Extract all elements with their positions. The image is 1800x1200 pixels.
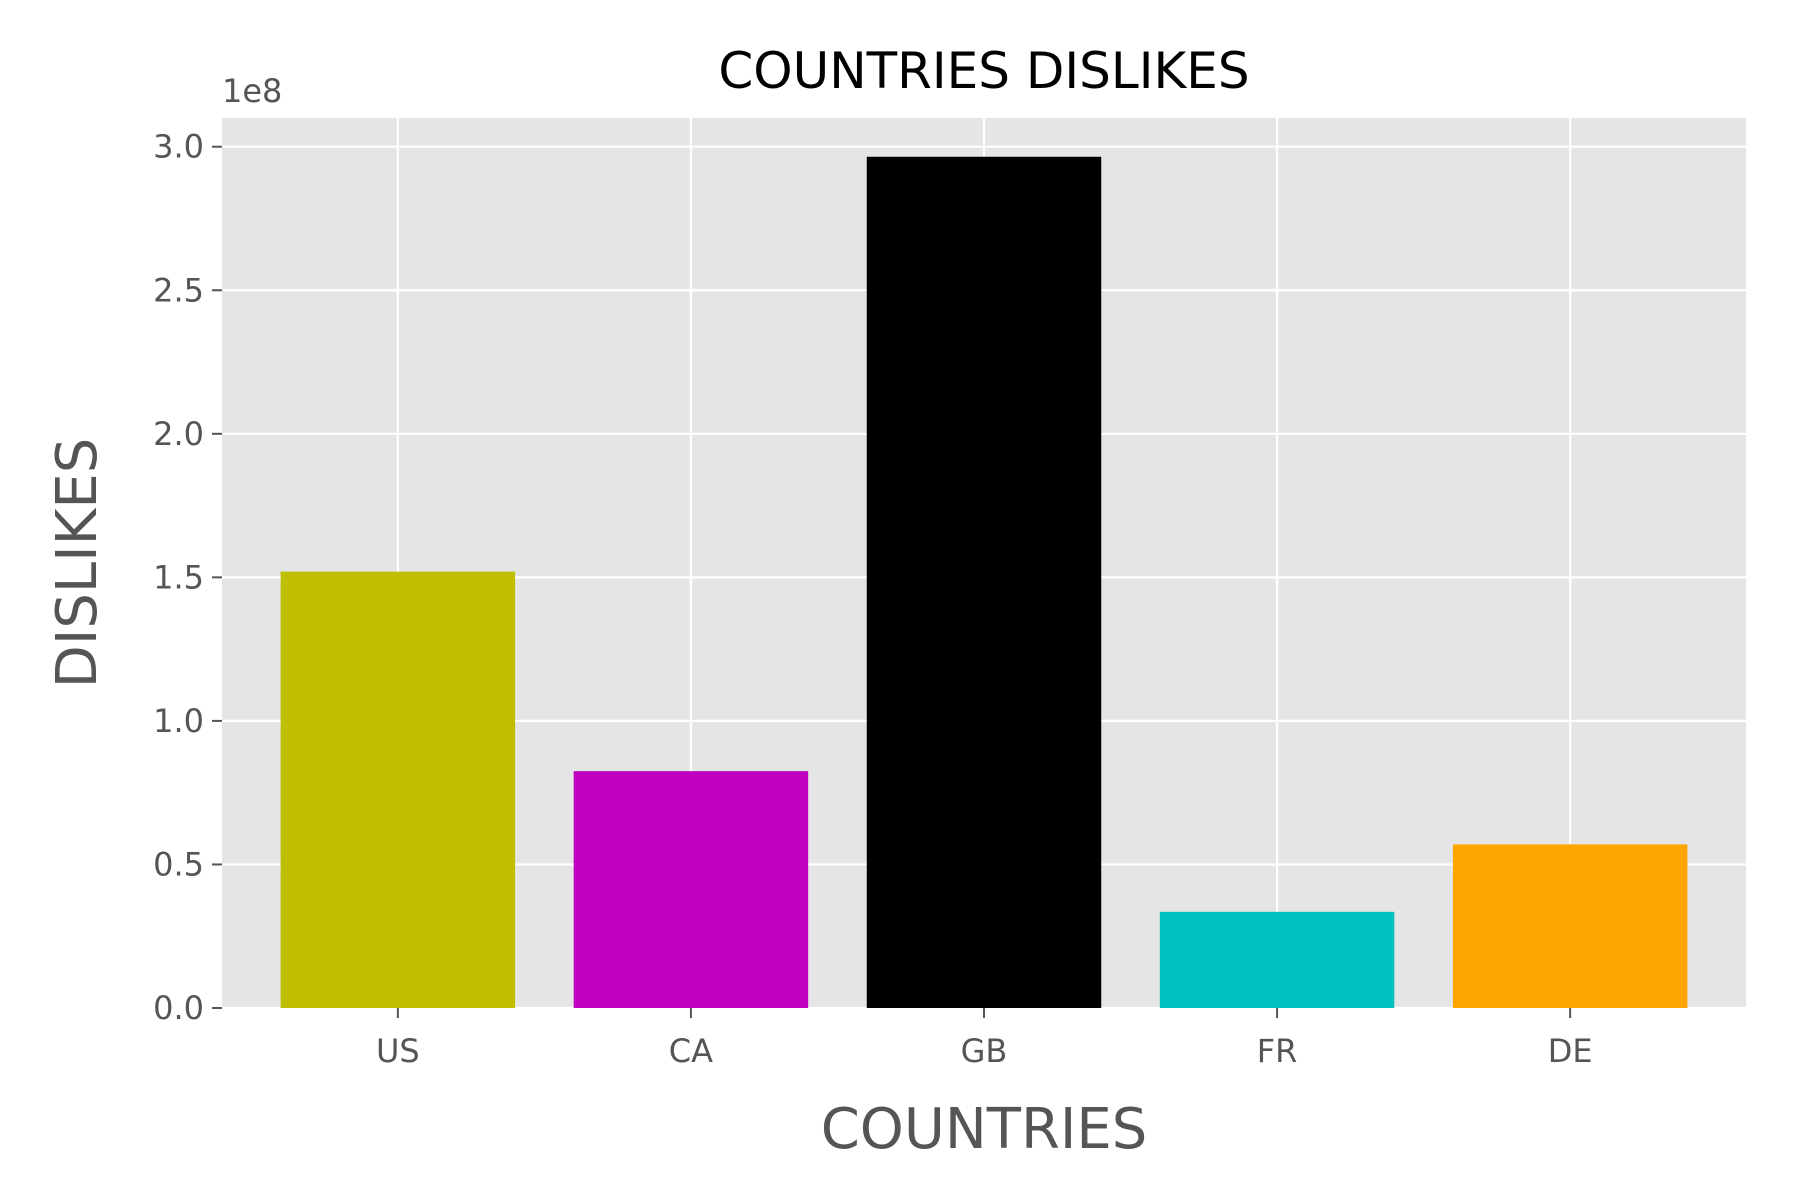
y-tick-label: 2.5 xyxy=(153,271,204,309)
bar-fr xyxy=(1159,911,1395,1008)
bar-us xyxy=(280,571,516,1008)
y-tick-label: 0.5 xyxy=(153,845,204,883)
x-tick-label: FR xyxy=(1257,1032,1298,1070)
x-axis-ticks: US CA GB FR DE xyxy=(376,1008,1593,1070)
y-axis-title: DISLIKES xyxy=(45,438,110,689)
x-tick-label: GB xyxy=(961,1032,1008,1070)
bar-de xyxy=(1452,844,1688,1008)
x-tick-label: DE xyxy=(1548,1032,1593,1070)
x-tick-label: CA xyxy=(669,1032,713,1070)
bars xyxy=(280,156,1688,1009)
y-tick-label: 2.0 xyxy=(153,415,204,453)
bar-gb xyxy=(866,156,1102,1009)
x-tick-label: US xyxy=(376,1032,420,1070)
x-axis-title: COUNTRIES xyxy=(821,1097,1148,1162)
y-axis-ticks: 0.0 0.5 1.0 1.5 2.0 2.5 3.0 xyxy=(153,128,222,1027)
y-tick-label: 1.0 xyxy=(153,702,204,740)
y-tick-label: 1.5 xyxy=(153,558,204,596)
chart-title: COUNTRIES DISLIKES xyxy=(718,42,1249,100)
y-tick-label: 3.0 xyxy=(153,128,204,166)
y-axis-offset-label: 1e8 xyxy=(222,72,282,110)
bar-ca xyxy=(573,771,809,1008)
y-tick-label: 0.0 xyxy=(153,989,204,1027)
